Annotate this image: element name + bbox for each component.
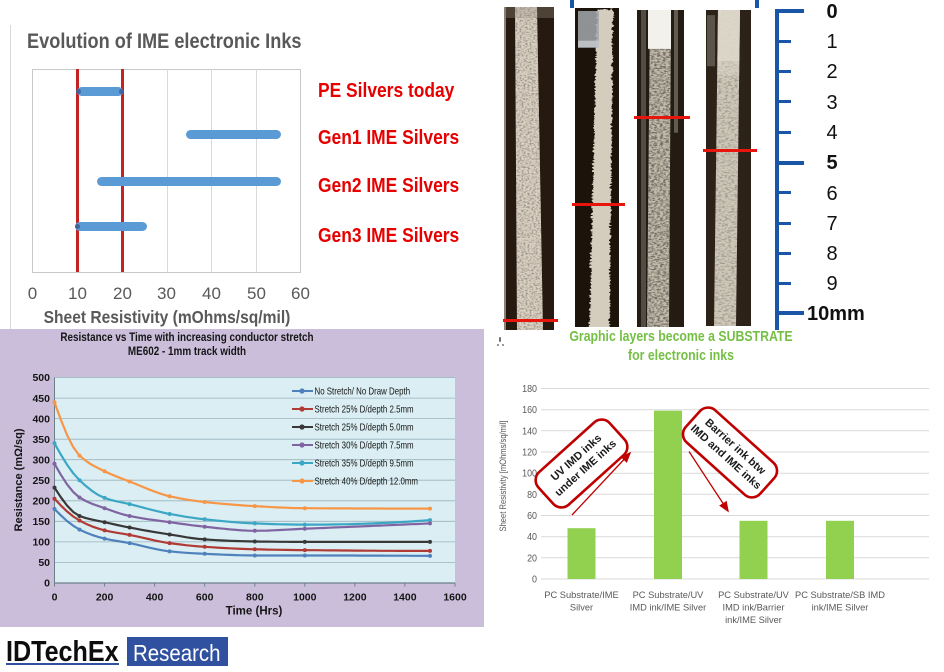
svg-text:200: 200: [32, 496, 50, 508]
svg-text:IMD ink/Barrier: IMD ink/Barrier: [723, 603, 785, 613]
svg-text:Stretch 25% D/depth 2.5mm: Stretch 25% D/depth 2.5mm: [315, 404, 414, 415]
svg-text:350: 350: [32, 434, 50, 446]
svg-text:Resistance (mΩ/sq): Resistance (mΩ/sq): [13, 428, 25, 531]
svg-text:1000: 1000: [293, 592, 317, 604]
svg-text:Stretch 25% D/depth 5.0mm: Stretch 25% D/depth 5.0mm: [315, 422, 414, 433]
svg-text:200: 200: [96, 592, 114, 604]
svg-text:80: 80: [527, 489, 537, 501]
svg-text:Time (Hrs): Time (Hrs): [226, 606, 283, 618]
svg-text:100: 100: [32, 537, 50, 549]
svg-text:450: 450: [32, 393, 50, 405]
svg-text:20: 20: [527, 553, 537, 565]
svg-text:ink/IME Silver: ink/IME Silver: [725, 615, 782, 625]
svg-text:1600: 1600: [443, 592, 467, 604]
svg-text:Stretch 35% D/depth 9.5mm: Stretch 35% D/depth 9.5mm: [315, 458, 414, 469]
svg-text:1400: 1400: [393, 592, 417, 604]
svg-text:PC Substrate/UV: PC Substrate/UV: [718, 590, 790, 600]
svg-text:300: 300: [32, 454, 50, 466]
svg-text:PC Substrate/SB IMD: PC Substrate/SB IMD: [795, 590, 885, 600]
svg-text:400: 400: [32, 413, 50, 425]
svg-text:180: 180: [522, 383, 537, 395]
svg-text:1200: 1200: [343, 592, 367, 604]
svg-text:40: 40: [527, 532, 537, 544]
svg-text:PC Substrate/IME: PC Substrate/IME: [544, 590, 618, 600]
svg-text:No Stretch/ No Draw Depth: No Stretch/ No Draw Depth: [315, 386, 411, 397]
svg-text:PC Substrate/UV: PC Substrate/UV: [633, 590, 705, 600]
svg-text:ink/IME Silver: ink/IME Silver: [812, 603, 869, 613]
svg-text:150: 150: [32, 516, 50, 528]
svg-text:600: 600: [196, 592, 214, 604]
svg-text:800: 800: [246, 592, 264, 604]
svg-text:400: 400: [146, 592, 164, 604]
svg-text:0: 0: [52, 592, 58, 604]
svg-text:250: 250: [32, 475, 50, 487]
svg-text:IMD ink/IME Silver: IMD ink/IME Silver: [630, 603, 706, 613]
svg-text:0: 0: [44, 578, 50, 590]
svg-text:Stretch 40% D/depth 12.0mm: Stretch 40% D/depth 12.0mm: [315, 476, 419, 487]
svg-text:Stretch 30% D/depth 7.5mm: Stretch 30% D/depth 7.5mm: [315, 440, 414, 451]
svg-text:160: 160: [522, 405, 537, 417]
svg-text:140: 140: [522, 426, 537, 438]
svg-text:500: 500: [32, 372, 50, 384]
svg-text:60: 60: [527, 510, 537, 522]
svg-text:50: 50: [38, 557, 50, 569]
svg-text:Sheet Resistivity [mOhms/sq/mi: Sheet Resistivity [mOhms/sq/mil]: [497, 421, 508, 532]
svg-text:0: 0: [532, 574, 537, 586]
svg-text:120: 120: [522, 447, 537, 459]
svg-text:100: 100: [522, 468, 537, 480]
svg-text:Silver: Silver: [570, 603, 593, 613]
